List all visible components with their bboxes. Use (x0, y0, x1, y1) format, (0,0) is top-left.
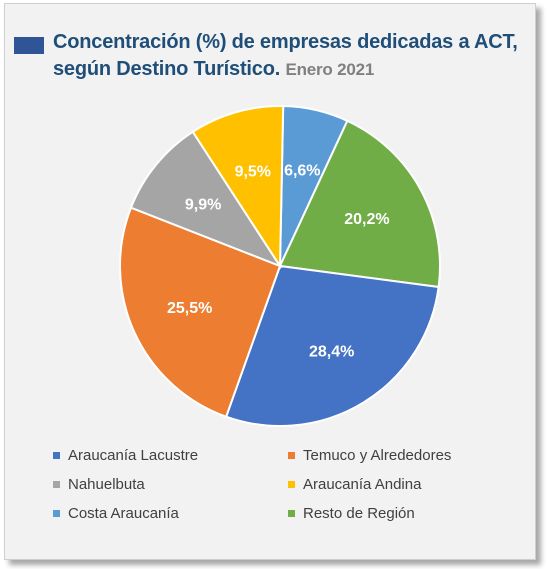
slice-label: 25,5% (167, 300, 212, 317)
title-marker (14, 37, 44, 54)
pie-slice (191, 105, 285, 270)
chart-panel: Concentración (%) de empresas dedicadas … (4, 3, 536, 560)
pie-slice (119, 206, 282, 418)
legend-label: Costa Araucanía (68, 505, 179, 522)
pie-slice (224, 264, 440, 427)
slice-label: 9,9% (185, 196, 221, 213)
chart-subtitle: Enero 2021 (285, 60, 375, 79)
slice-label: 20,2% (344, 211, 389, 228)
legend-swatch (53, 481, 60, 488)
legend-item: Nahuelbuta (53, 476, 145, 493)
legend-item: Resto de Región (288, 505, 415, 522)
legend-label: Araucanía Lacustre (68, 447, 199, 464)
legend-item: Costa Araucanía (53, 505, 179, 522)
legend-label: Resto de Región (303, 505, 415, 522)
slice-label: 6,6% (284, 162, 320, 179)
slice-label: 9,5% (235, 164, 271, 181)
slice-label: 28,4% (309, 344, 354, 361)
pie-chart: 6,6% 20,2% 28,4% 25,5% 9,9% 9,5% (119, 105, 441, 427)
legend-swatch (288, 452, 295, 459)
legend-label: Nahuelbuta (68, 476, 145, 493)
legend-swatch (288, 481, 295, 488)
legend-label: Araucanía Andina (303, 476, 422, 493)
legend-swatch (53, 452, 60, 459)
legend-label: Temuco y Alrededores (303, 447, 452, 464)
pie-slice (278, 119, 441, 289)
legend-item: Araucanía Lacustre (53, 447, 198, 464)
legend-swatch (53, 510, 60, 517)
legend-swatch (288, 510, 295, 517)
chart-title-text: Concentración (%) de empresas dedicadas … (53, 31, 518, 80)
chart-title: Concentración (%) de empresas dedicadas … (53, 29, 533, 83)
legend-item: Araucanía Andina (288, 476, 421, 493)
legend-item: Temuco y Alrededores (288, 447, 451, 464)
pie-slice (129, 130, 283, 269)
